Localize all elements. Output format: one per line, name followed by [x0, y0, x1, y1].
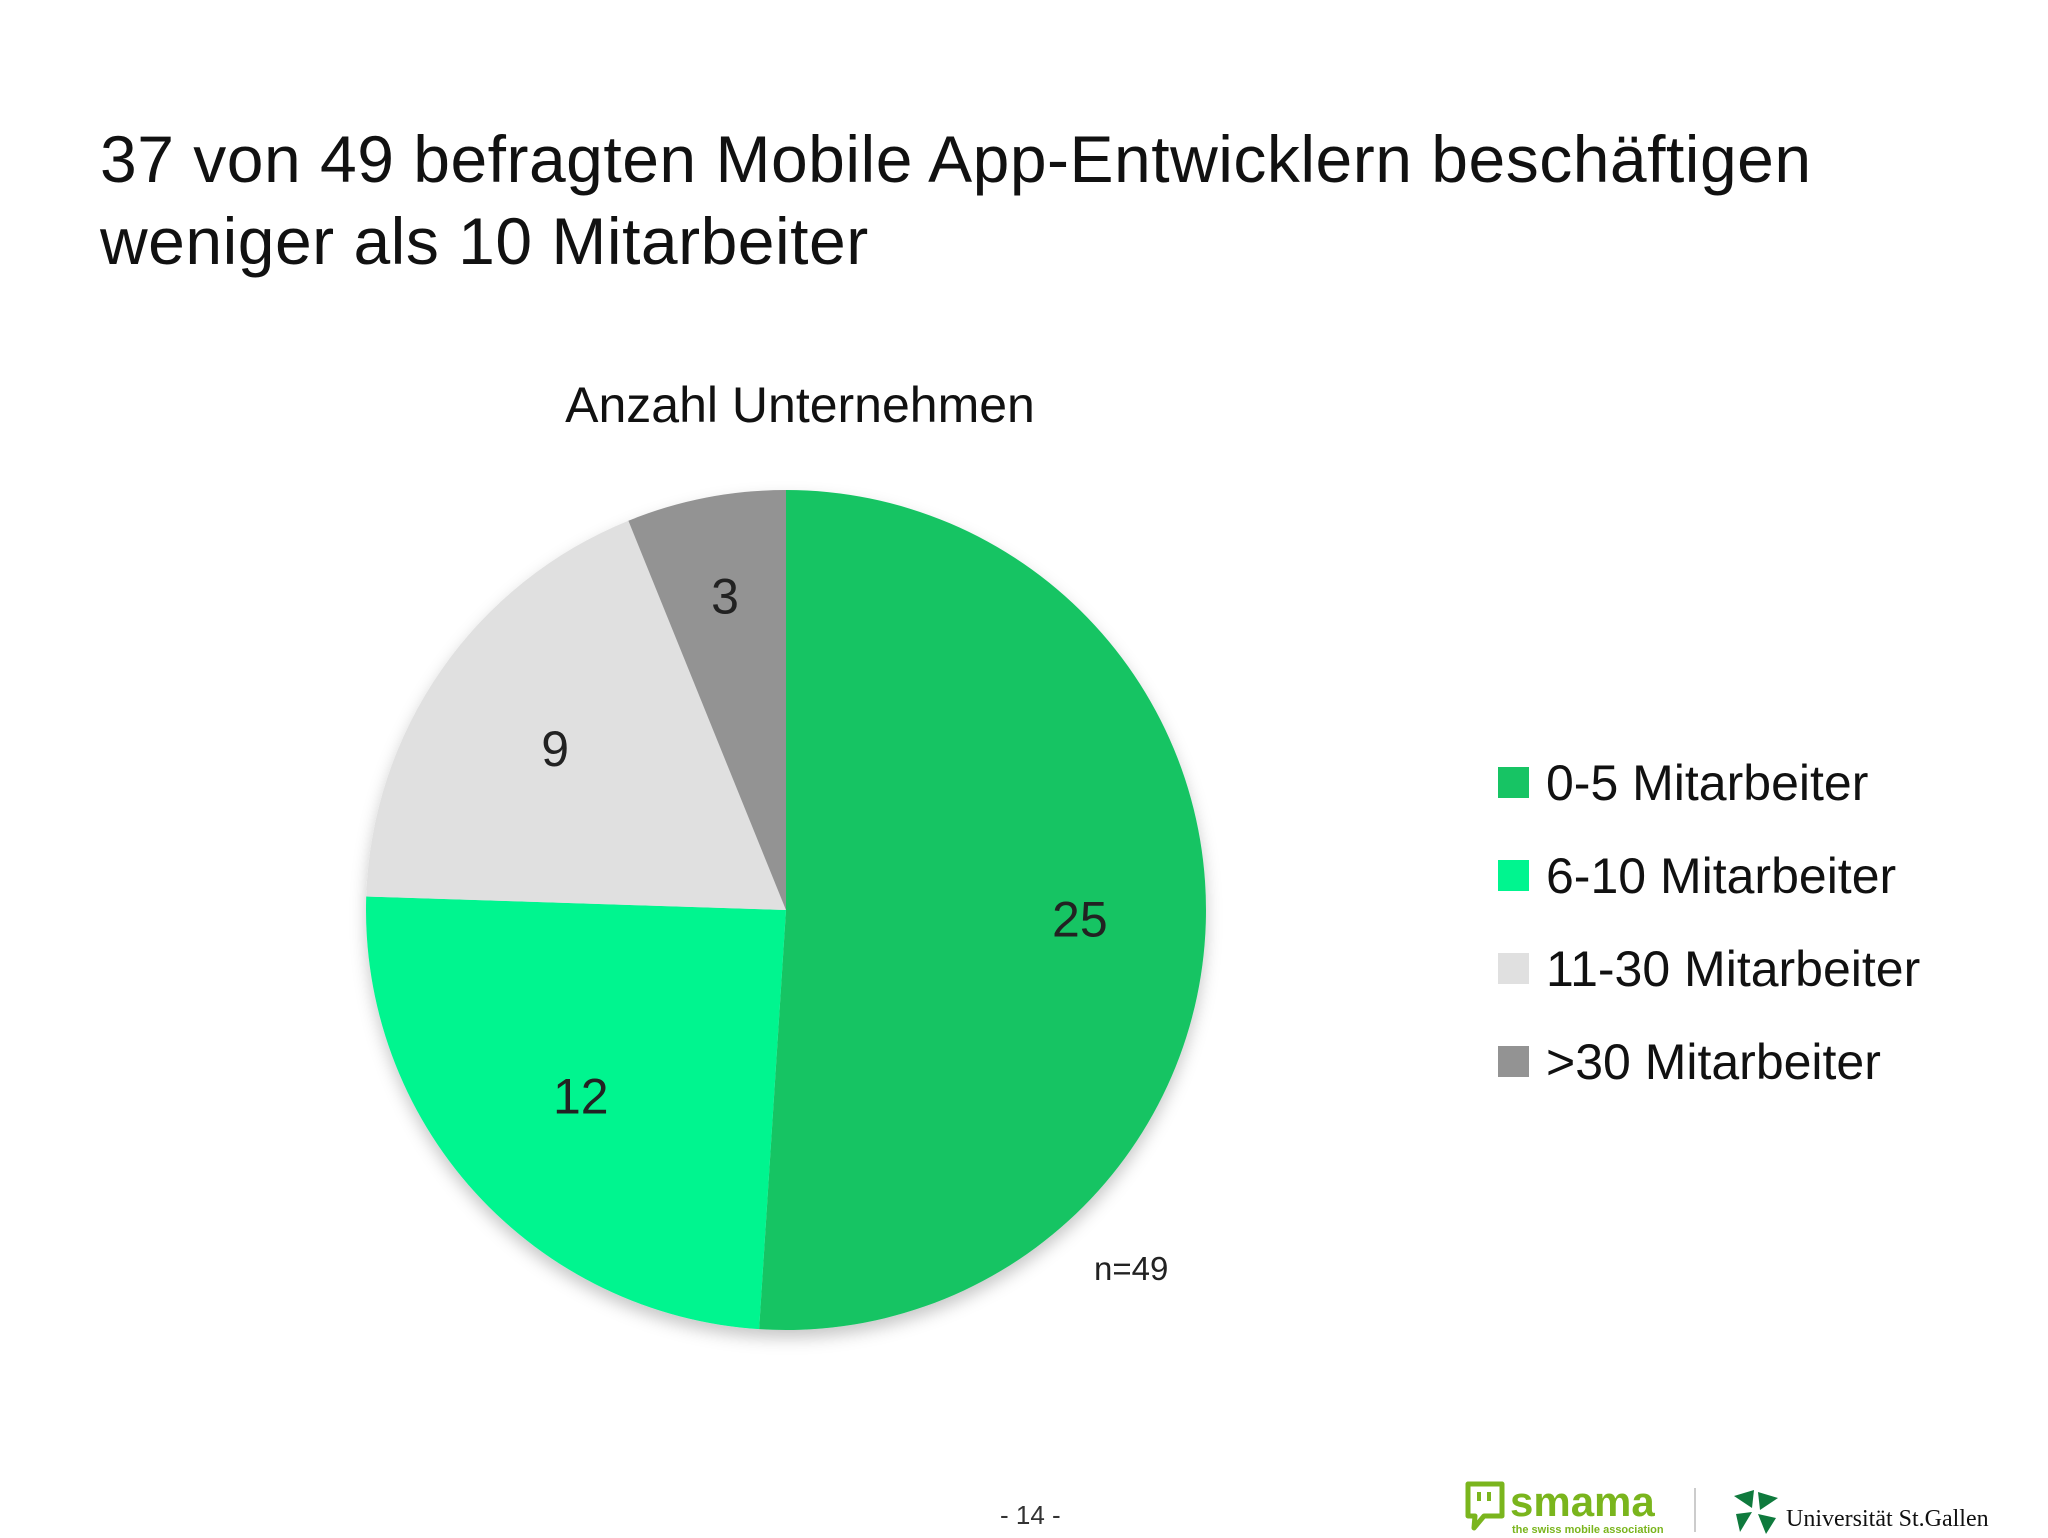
legend-swatch: [1498, 1046, 1529, 1077]
legend-label: >30 Mitarbeiter: [1546, 1033, 1881, 1090]
slide-title-line-2: weniger als 10 Mitarbeiter: [100, 204, 869, 278]
smama-logo: smama the swiss mobile association: [1464, 1478, 1694, 1536]
data-label-11-30-mitarbeiter: 9: [541, 721, 569, 777]
legend-label: 0-5 Mitarbeiter: [1546, 754, 1869, 811]
pie-slices: [365, 490, 1206, 1330]
data-label-30-mitarbeiter: 3: [711, 569, 739, 625]
chart-title: Anzahl Unternehmen: [565, 377, 1035, 433]
legend-swatch: [1498, 767, 1529, 798]
unisg-logo: Universität St.Gallen: [1730, 1488, 2030, 1536]
slide-title-line-1: 37 von 49 befragten Mobile App-Entwickle…: [100, 122, 1812, 196]
pie-data-labels: 25 12 9 3: [541, 569, 1107, 1125]
legend-item-6-10-mitarbeiter: 6-10 Mitarbeiter: [1498, 829, 1920, 922]
unisg-wordmark: Universität St.Gallen: [1786, 1506, 1989, 1532]
data-label-6-10-mitarbeiter: 12: [553, 1068, 609, 1124]
chart-legend: 0-5 Mitarbeiter 6-10 Mitarbeiter 11-30 Mit…: [1498, 736, 1920, 1108]
smama-wordmark: smama: [1510, 1478, 1655, 1525]
pie-slice-30-mitarbeiter: [628, 490, 786, 910]
logo-divider: [1694, 1488, 1696, 1532]
legend-swatch: [1498, 860, 1529, 891]
pie-slice-0-5-mitarbeiter: [759, 490, 1206, 1330]
data-label-0-5-mitarbeiter: 25: [1052, 891, 1108, 947]
pie-slice-6-10-mitarbeiter: [365, 896, 786, 1330]
sample-size-note: n=49: [1094, 1250, 1168, 1287]
university-emblem-icon: [1734, 1490, 1778, 1534]
pie-slice-11-30-mitarbeiter: [366, 520, 786, 910]
speech-bubble-icon: [1465, 1481, 1505, 1531]
page-number: - 14 -: [1000, 1500, 1061, 1530]
legend-item-11-30-mitarbeiter: 11-30 Mitarbeiter: [1498, 922, 1920, 1015]
legend-item-30-mitarbeiter: >30 Mitarbeiter: [1498, 1015, 1920, 1108]
smama-tagline: the swiss mobile association: [1512, 1524, 1664, 1536]
legend-label: 11-30 Mitarbeiter: [1546, 940, 1921, 997]
legend-label: 6-10 Mitarbeiter: [1546, 847, 1897, 904]
legend-item-0-5-mitarbeiter: 0-5 Mitarbeiter: [1498, 736, 1920, 829]
slide-title: 37 von 49 befragten Mobile App-Entwickle…: [100, 118, 1980, 282]
legend-swatch: [1498, 953, 1529, 984]
